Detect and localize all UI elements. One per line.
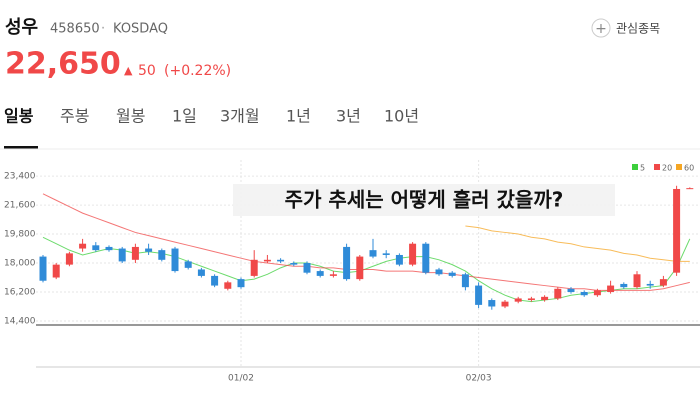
candle-body <box>277 259 285 262</box>
candle-body <box>554 288 562 299</box>
candle-body <box>237 279 245 288</box>
candle-body <box>686 188 694 190</box>
candle-body <box>224 282 232 289</box>
tab[interactable]: 3개월 <box>220 107 260 126</box>
candle-body <box>422 243 430 273</box>
change-rate: (+0.22%) <box>164 63 231 79</box>
legend-swatch <box>632 164 638 170</box>
candle-body <box>435 269 443 275</box>
candle-body <box>65 253 73 265</box>
legend-swatch <box>676 164 682 170</box>
candle-body <box>197 269 205 276</box>
tab[interactable]: 1일 <box>172 107 197 126</box>
tab[interactable]: 주봉 <box>60 107 89 126</box>
candle-body <box>145 248 153 252</box>
candle-body <box>620 283 628 288</box>
candle-body <box>409 243 417 265</box>
candle-body <box>488 300 496 307</box>
candle-body <box>541 296 549 301</box>
ma-line <box>465 225 690 262</box>
candle-body <box>646 283 654 286</box>
ma-line <box>42 193 690 291</box>
y-tick-label: 14,400 <box>4 316 36 326</box>
y-tick-label: 23,400 <box>4 172 36 182</box>
candle-body <box>475 285 483 305</box>
candle-body <box>607 285 615 292</box>
x-tick-label: 02/03 <box>466 374 492 384</box>
separator: · <box>101 22 105 37</box>
candle-body <box>356 256 364 280</box>
candle-body <box>659 279 667 286</box>
candle-body <box>211 275 219 286</box>
stock-name: 성우 <box>5 17 38 38</box>
candle-body <box>184 261 192 268</box>
tab-underline <box>4 146 38 149</box>
candle-body <box>580 292 588 296</box>
candle-body <box>448 272 456 276</box>
candle-body <box>158 250 166 260</box>
legend-label: 5 <box>640 164 645 173</box>
candle-body <box>303 263 311 273</box>
legend-swatch <box>654 164 660 170</box>
tab[interactable]: 3년 <box>336 107 361 126</box>
candle-body <box>131 246 139 260</box>
watch-button[interactable]: 관심종목 <box>616 22 660 36</box>
candle-body <box>527 298 535 301</box>
candle-body <box>567 288 575 292</box>
candle-body <box>79 243 87 249</box>
stock-code: 458650 <box>50 22 100 37</box>
candle-body <box>118 248 126 262</box>
tab[interactable]: 10년 <box>384 107 419 126</box>
candle-body <box>382 253 390 255</box>
candle-body <box>52 264 60 278</box>
candle-body <box>673 188 681 273</box>
y-tick-label: 16,200 <box>4 288 36 298</box>
candle-body <box>329 274 337 276</box>
caption: 주가 추세는 어떻게 흘러 갔을까? <box>285 188 564 212</box>
candle-body <box>39 256 47 281</box>
tab[interactable]: 월봉 <box>116 107 145 126</box>
y-tick-label: 19,800 <box>4 230 36 240</box>
candle-body <box>263 259 271 262</box>
change-arrow: ▲ <box>124 64 133 77</box>
candle-body <box>395 254 403 265</box>
y-tick-label: 18,000 <box>4 259 36 269</box>
candle-body <box>105 246 113 251</box>
legend-label: 20 <box>662 164 672 173</box>
price: 22,650 <box>5 47 121 82</box>
candle-body <box>171 248 179 272</box>
watch-icon[interactable] <box>591 18 611 38</box>
tab[interactable]: 1년 <box>286 107 311 126</box>
candle-body <box>250 259 258 276</box>
candle-body <box>633 274 641 288</box>
candle-body <box>514 298 522 302</box>
candle-body <box>316 271 324 276</box>
candle-body <box>92 245 100 251</box>
tabs: 일봉 주봉 월봉 1일 3개월 1년 3년 10년 <box>4 107 419 149</box>
candle-body <box>343 246 351 280</box>
legend-label: 60 <box>684 164 694 173</box>
x-tick-label: 01/02 <box>228 374 254 384</box>
y-tick-label: 21,600 <box>4 201 36 211</box>
tab[interactable]: 일봉 <box>4 107 34 126</box>
candle-body <box>593 290 601 296</box>
candle-body <box>290 263 298 265</box>
plus: + <box>595 21 607 37</box>
caption-bg <box>233 184 615 216</box>
market: KOSDAQ <box>113 22 168 37</box>
candle-body <box>461 274 469 288</box>
chart: 14,400 16,200 18,000 19,800 21,600 23,400 01/0… <box>4 160 700 384</box>
change: 50 <box>138 63 156 79</box>
candle-body <box>369 250 377 257</box>
candle-body <box>501 301 509 307</box>
